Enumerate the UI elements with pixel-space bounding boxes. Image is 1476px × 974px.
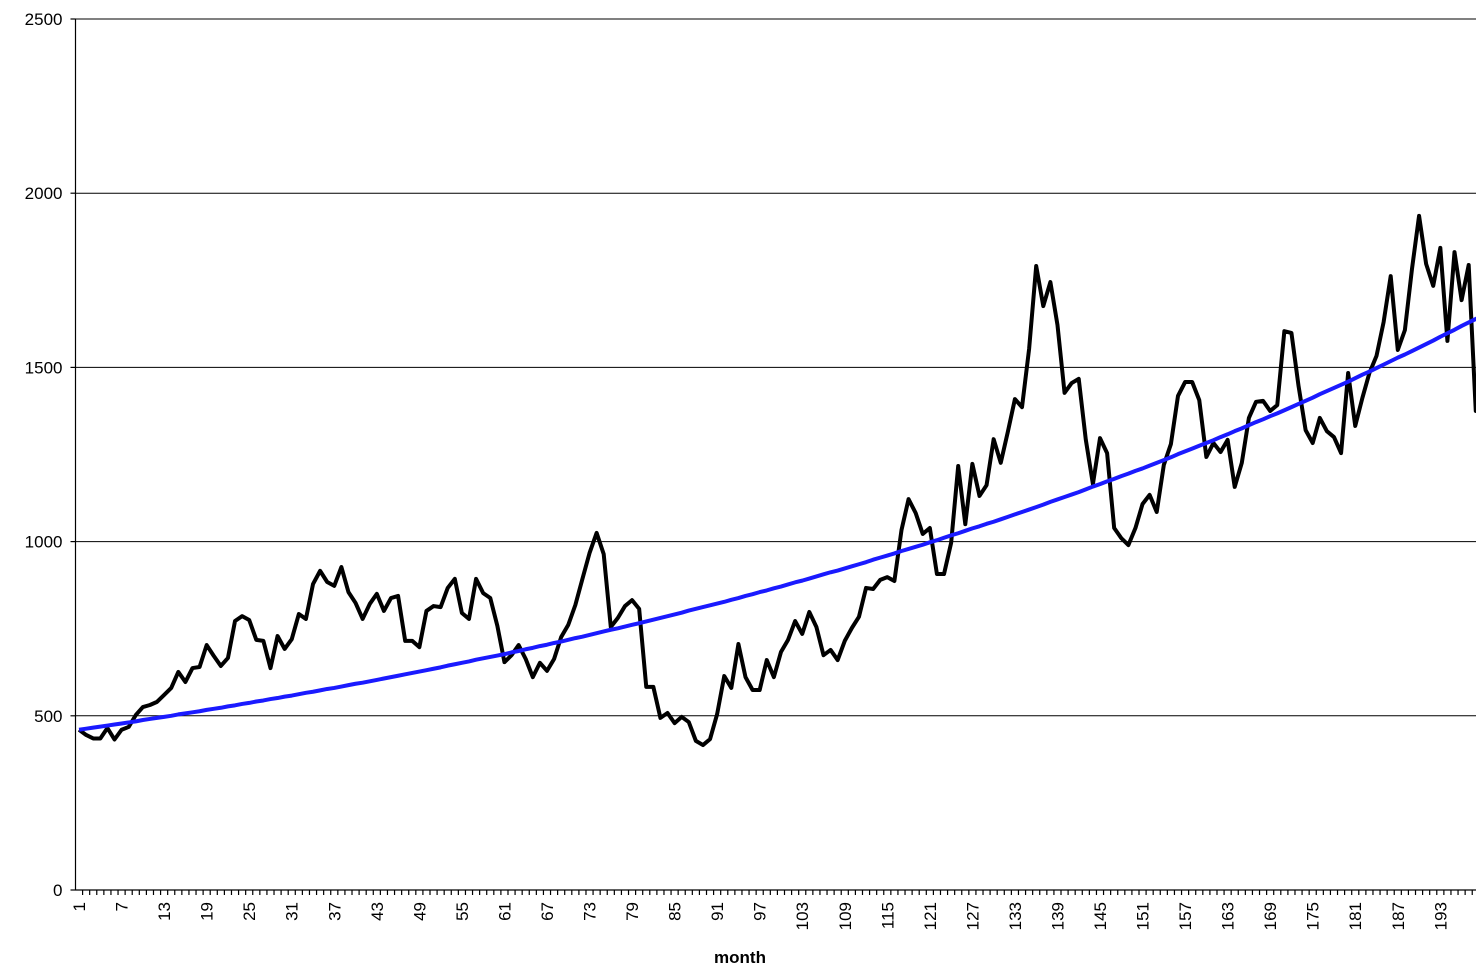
x-tick-label: 25	[240, 902, 259, 921]
x-tick-label: 91	[708, 902, 727, 921]
x-tick-label: 55	[453, 902, 472, 921]
y-tick-label: 0	[53, 881, 62, 900]
x-tick-label: 133	[1006, 902, 1025, 930]
x-tick-label: 13	[155, 902, 174, 921]
x-tick-label: 127	[963, 902, 982, 930]
x-tick-label: 67	[538, 902, 557, 921]
x-tick-label: 73	[581, 902, 600, 921]
x-tick-label: 187	[1389, 902, 1408, 930]
x-tick-label: 103	[793, 902, 812, 930]
x-tick-label: 151	[1134, 902, 1153, 930]
x-tick-label: 49	[410, 902, 429, 921]
x-tick-label: 79	[623, 902, 642, 921]
data-line	[78, 316, 1476, 732]
x-tick-label: 193	[1431, 902, 1450, 930]
y-tick-label: 2500	[25, 10, 63, 29]
x-tick-label: 115	[878, 902, 897, 929]
y-tick-label: 1000	[25, 533, 63, 552]
x-tick-label: 157	[1176, 902, 1195, 930]
y-tick-label: 500	[34, 707, 62, 726]
x-tick-label: 163	[1219, 902, 1238, 930]
x-tick-label: 1	[70, 902, 89, 911]
x-tick-label: 43	[368, 902, 387, 921]
x-tick-label: 175	[1304, 902, 1323, 930]
x-tick-label: 109	[836, 902, 855, 930]
x-tick-label: 121	[921, 902, 940, 930]
x-tick-label: 19	[198, 902, 217, 921]
x-tick-label: 139	[1048, 902, 1067, 930]
x-tick-label: 169	[1261, 902, 1280, 930]
x-tick-label: 7	[113, 902, 132, 911]
x-tick-label: 145	[1091, 902, 1110, 930]
y-tick-label: 1500	[25, 358, 63, 377]
x-tick-label: 61	[495, 902, 514, 921]
x-tick-label: 199	[1474, 902, 1476, 930]
x-tick-label: 37	[325, 902, 344, 921]
y-tick-label: 2000	[25, 184, 63, 203]
data-line	[77, 213, 1476, 748]
x-tick-label: 181	[1346, 902, 1365, 930]
x-tick-label: 97	[751, 902, 770, 921]
x-tick-label: 31	[283, 902, 302, 921]
x-axis-label: month	[714, 948, 766, 967]
x-tick-label: 85	[666, 902, 685, 921]
